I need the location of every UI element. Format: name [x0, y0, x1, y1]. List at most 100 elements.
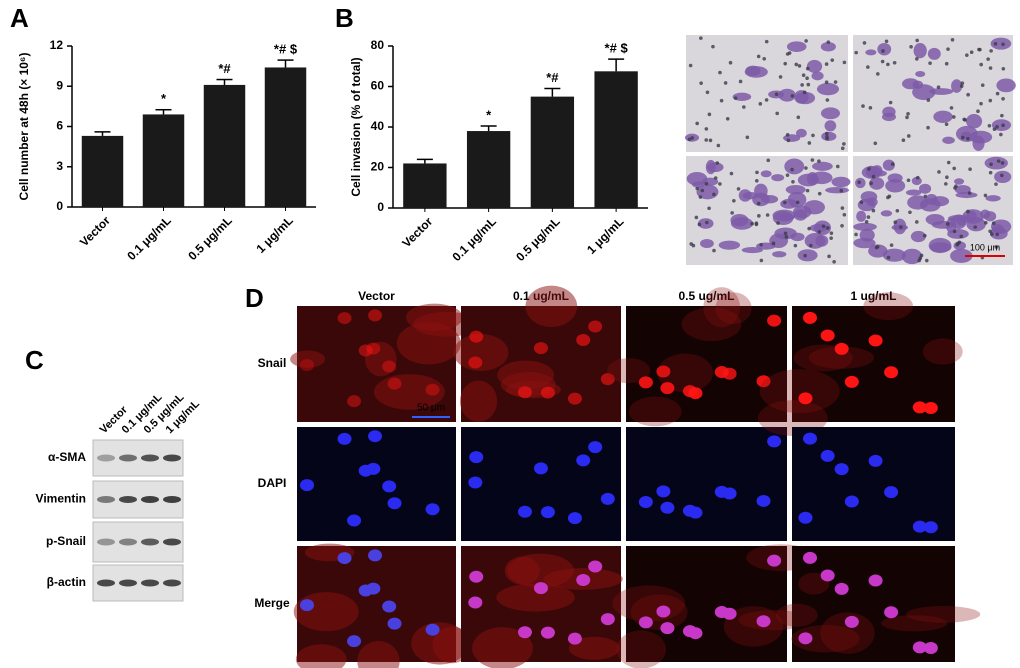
nucleus: [803, 432, 818, 445]
x-tick-label: Vector: [77, 213, 113, 249]
pore: [908, 210, 912, 215]
nucleus: [469, 451, 484, 464]
pore: [824, 62, 829, 66]
bar: [81, 135, 124, 207]
pore: [839, 188, 844, 193]
blot-band: [141, 496, 159, 503]
pore: [783, 61, 788, 66]
nucleus: [540, 506, 555, 519]
cell: [911, 176, 922, 186]
cell: [771, 174, 785, 182]
pore: [949, 106, 954, 110]
pore: [862, 41, 867, 45]
pore: [915, 220, 919, 224]
pore: [811, 133, 815, 138]
row-label: Merge: [254, 596, 290, 610]
nucleus: [656, 365, 671, 378]
fluorescence-image: [612, 544, 817, 668]
pore: [946, 47, 950, 51]
pore: [766, 158, 771, 163]
nucleus: [820, 569, 835, 582]
pore: [906, 178, 911, 183]
cytoplasm: [616, 630, 666, 668]
pore: [928, 61, 932, 65]
bar: [142, 114, 185, 207]
blot-band: [163, 538, 181, 546]
pore: [890, 162, 895, 166]
pore: [725, 116, 730, 121]
nucleus: [923, 521, 938, 534]
pore: [944, 182, 948, 186]
column-label: 0.5 ug/mL: [678, 289, 734, 303]
pore: [926, 125, 930, 130]
pore: [728, 60, 733, 65]
fluorescence-image: [775, 546, 981, 662]
pore: [824, 80, 829, 85]
invasion-image: [853, 35, 1016, 152]
pore: [738, 79, 743, 84]
nucleus: [300, 479, 315, 492]
cell: [797, 249, 818, 262]
nucleus: [468, 596, 483, 609]
nucleus: [382, 600, 397, 613]
cytoplasm: [820, 612, 875, 654]
pore: [866, 215, 871, 219]
nucleus: [425, 503, 440, 516]
pore: [807, 141, 812, 145]
cell: [860, 191, 878, 203]
nucleus: [387, 497, 402, 510]
pore: [790, 94, 795, 98]
pore: [704, 138, 709, 142]
cytoplasm: [568, 636, 620, 660]
pore: [993, 42, 998, 46]
image-background: [626, 306, 787, 422]
nucleus: [834, 582, 849, 595]
x-tick-label: 0.1 μg/mL: [124, 213, 174, 263]
pore: [790, 167, 794, 172]
nucleus: [588, 320, 603, 333]
pore: [886, 62, 890, 67]
cell: [902, 78, 919, 90]
cell: [947, 229, 969, 239]
nucleus: [347, 635, 362, 648]
pore: [867, 167, 871, 171]
pore: [695, 121, 699, 126]
nucleus: [588, 560, 603, 573]
blot-band: [141, 538, 159, 546]
blot-band: [119, 496, 137, 503]
nucleus: [425, 383, 440, 396]
cell: [795, 128, 807, 138]
cytoplasm: [525, 285, 578, 328]
x-tick-label: 1 μg/mL: [253, 213, 295, 255]
nucleus: [517, 386, 532, 399]
pore: [697, 222, 702, 227]
pore: [771, 241, 776, 246]
image-background: [297, 427, 456, 541]
pore: [723, 81, 728, 85]
cell: [927, 47, 941, 60]
pore: [826, 40, 831, 44]
cytoplasm: [496, 583, 575, 612]
pore: [1000, 173, 1004, 178]
nucleus: [714, 485, 729, 498]
pore: [926, 98, 931, 102]
cytoplasm: [906, 605, 981, 623]
nucleus: [884, 486, 899, 499]
nucleus: [798, 511, 813, 524]
pore: [1001, 42, 1005, 47]
pore: [705, 90, 710, 95]
pore: [785, 133, 790, 137]
blot-row-label: p-Snail: [46, 534, 86, 548]
nucleus: [656, 605, 671, 618]
pore: [988, 66, 993, 70]
cell: [869, 177, 885, 190]
pore: [759, 258, 764, 263]
nucleus: [540, 626, 555, 639]
cell: [954, 184, 971, 195]
nucleus: [660, 382, 675, 395]
fluorescence-image: [290, 303, 481, 422]
nucleus: [756, 494, 771, 507]
pore: [945, 222, 950, 226]
nucleus: [533, 462, 548, 475]
nucleus: [638, 616, 653, 629]
